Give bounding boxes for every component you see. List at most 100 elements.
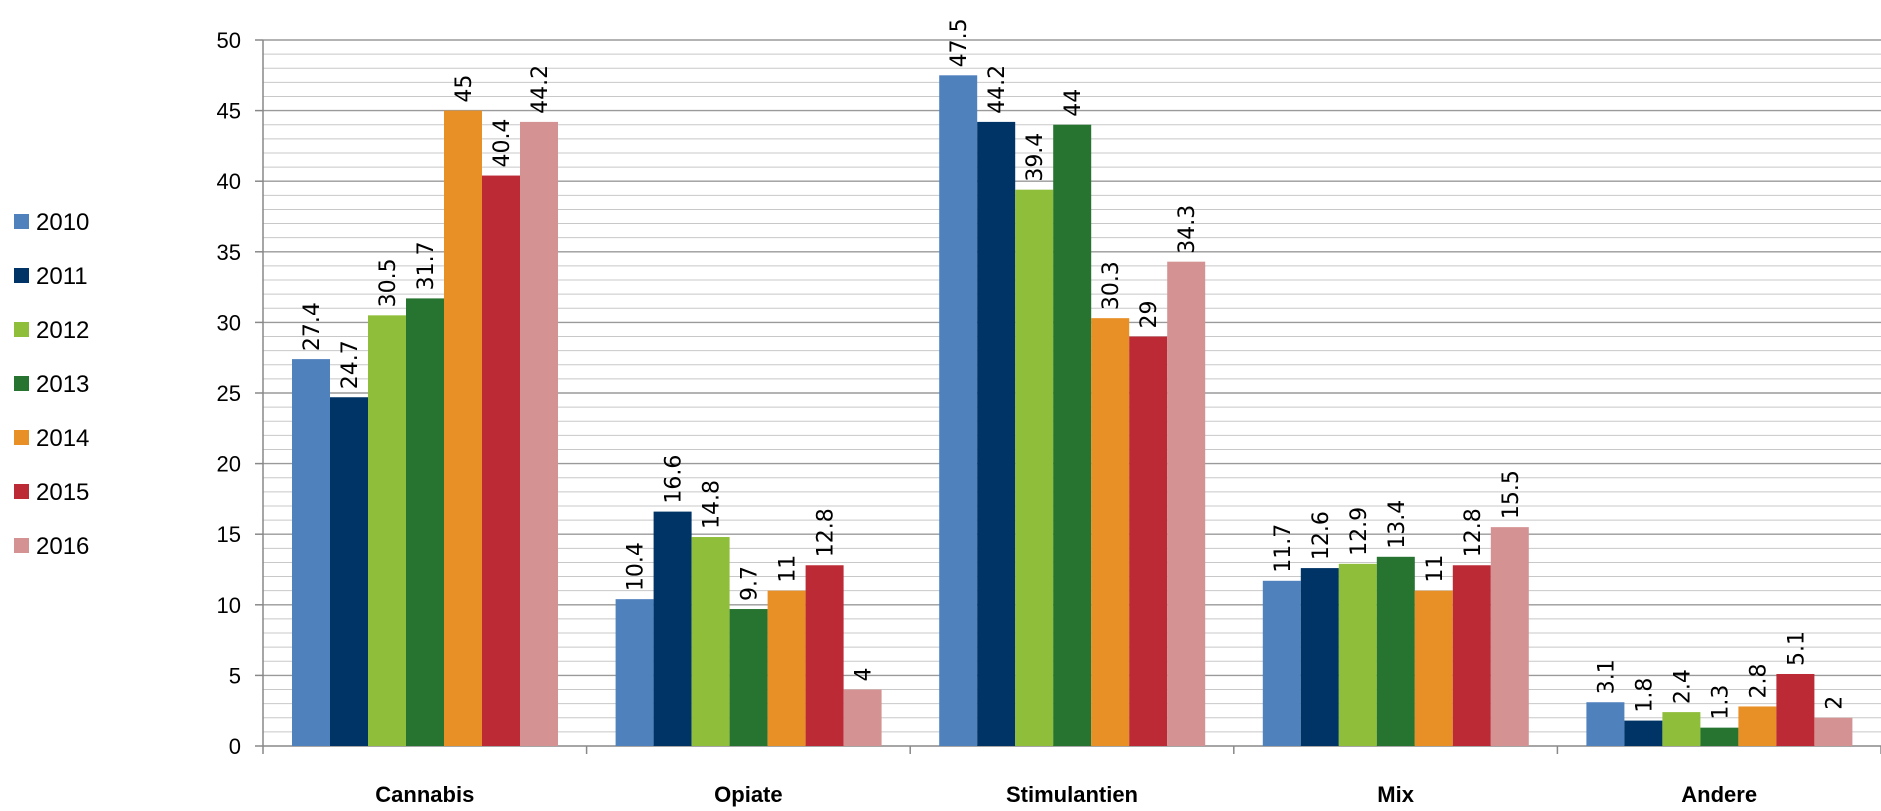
- y-tick-label: 5: [229, 663, 241, 688]
- bar: [1662, 712, 1701, 746]
- data-label: 12.8: [814, 508, 839, 557]
- data-label: 39.4: [1023, 133, 1048, 182]
- bar: [843, 689, 882, 746]
- legend-swatch: [14, 268, 29, 283]
- legend-entry: 2013: [36, 371, 89, 398]
- data-label: 44.2: [528, 65, 553, 114]
- legend-entry: 2011: [36, 263, 88, 290]
- bar: [1262, 580, 1301, 746]
- bar: [1015, 189, 1054, 746]
- data-label: 10.4: [624, 542, 649, 591]
- data-label: 4: [852, 668, 877, 682]
- y-tick-label: 20: [217, 452, 241, 477]
- data-label: 11.7: [1271, 524, 1296, 573]
- legend-swatch: [14, 538, 29, 553]
- legend-swatch: [14, 322, 29, 337]
- y-tick-label: 15: [217, 522, 241, 547]
- data-label: 29: [1137, 301, 1162, 329]
- bar: [1300, 568, 1339, 746]
- bar: [444, 110, 482, 747]
- legend-entry: 2014: [36, 425, 89, 452]
- data-label: 9.7: [738, 566, 763, 601]
- bar: [1167, 261, 1206, 746]
- bar: [1700, 727, 1739, 746]
- bar: [1814, 717, 1853, 746]
- bar: [1376, 556, 1415, 746]
- legend-entry: 2012: [36, 317, 89, 344]
- bars: [292, 75, 1853, 747]
- legend-swatch: [14, 430, 29, 445]
- x-category-label: Mix: [1377, 782, 1414, 807]
- bar: [729, 609, 768, 746]
- y-tick-label: 30: [217, 310, 241, 335]
- bar: [330, 397, 368, 746]
- bar: [482, 175, 520, 746]
- x-category-label: Stimulantien: [1006, 782, 1138, 807]
- legend-entry: 2015: [36, 479, 89, 506]
- legend-swatch: [14, 376, 29, 391]
- y-tick-label: 45: [217, 99, 241, 124]
- bar: [520, 121, 558, 746]
- data-label: 47.5: [947, 18, 972, 67]
- y-tick-label: 25: [217, 381, 241, 406]
- data-label: 1.8: [1632, 678, 1657, 713]
- data-label: 30.3: [1099, 261, 1124, 310]
- bar: [1490, 527, 1529, 746]
- legend-swatch: [14, 214, 29, 229]
- data-label: 16.6: [662, 455, 687, 504]
- data-label: 2: [1822, 696, 1847, 710]
- bar: [1338, 563, 1377, 746]
- y-tick-label: 50: [217, 28, 241, 53]
- bar: [406, 298, 444, 746]
- legend-entry: 2016: [36, 533, 89, 560]
- legend-swatch: [14, 484, 29, 499]
- legend-entry: 2010: [36, 209, 89, 236]
- data-label: 24.7: [338, 340, 363, 389]
- bar: [1129, 336, 1168, 746]
- data-label: 12.9: [1347, 507, 1372, 556]
- y-tick-label: 0: [229, 734, 241, 759]
- x-axis: Cannabis Opiate Stimulantien Mix Andere: [262, 745, 1881, 807]
- data-label: 13.4: [1385, 500, 1410, 549]
- bar: [1091, 318, 1130, 746]
- bar: [292, 359, 330, 746]
- data-label: 5.1: [1784, 631, 1809, 666]
- x-category-label: Cannabis: [375, 782, 474, 807]
- data-label: 44: [1061, 89, 1086, 117]
- data-label: 11: [776, 555, 801, 583]
- y-tick-label: 10: [217, 593, 241, 618]
- data-label: 15.5: [1499, 470, 1524, 519]
- data-label: 14.8: [700, 480, 725, 529]
- data-label: 3.1: [1594, 659, 1619, 694]
- data-label: 12.8: [1461, 508, 1486, 557]
- data-labels: 27.4 10.4 47.5 11.7 3.1 24.7 16.6 44.2 12.6 1.8 30…: [300, 18, 1847, 719]
- data-label: 31.7: [414, 241, 439, 290]
- y-tick-label: 40: [217, 169, 241, 194]
- bar: [1452, 565, 1491, 746]
- x-category-label: Andere: [1681, 782, 1757, 807]
- bar: [767, 590, 806, 746]
- data-label: 30.5: [376, 258, 401, 307]
- data-label: 1.3: [1708, 685, 1733, 720]
- data-label: 11: [1423, 555, 1448, 583]
- bar: [653, 511, 692, 746]
- data-label: 45: [452, 75, 477, 103]
- bar: [1738, 706, 1777, 746]
- bar: [1586, 702, 1625, 746]
- y-tick-label: 35: [217, 240, 241, 265]
- bar: [1053, 124, 1092, 747]
- bar: [368, 315, 406, 746]
- data-label: 44.2: [985, 65, 1010, 114]
- bar: [1414, 590, 1453, 746]
- x-category-label: Opiate: [714, 782, 782, 807]
- bar: [939, 75, 978, 747]
- bar: [977, 121, 1016, 746]
- data-label: 12.6: [1309, 511, 1334, 560]
- data-label: 34.3: [1175, 205, 1200, 254]
- bar: [1624, 720, 1663, 746]
- data-label: 2.4: [1670, 669, 1695, 704]
- y-axis: 0 5 10 15 20 25 30 35 40 45 50: [217, 28, 264, 759]
- bar: [1776, 673, 1815, 746]
- bar: [615, 599, 654, 746]
